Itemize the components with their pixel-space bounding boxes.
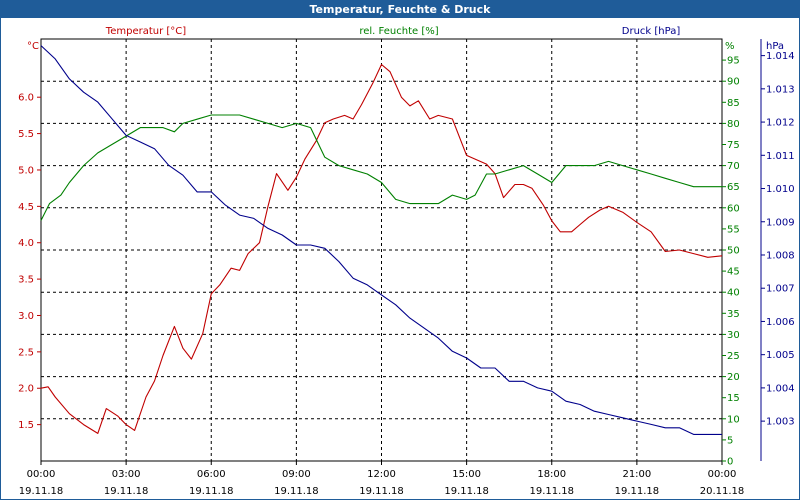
- window-title: Temperatur, Feuchte & Druck: [1, 1, 799, 18]
- humidity-tick-label: 65: [727, 182, 740, 193]
- x-tick-label-time: 18:00: [537, 469, 566, 480]
- x-tick-label-date: 19.11.18: [444, 486, 489, 497]
- humidity-tick-label: 75: [727, 140, 740, 151]
- temperature-unit-label: °C: [27, 41, 39, 52]
- pressure-tick-label: 1.007: [766, 284, 795, 295]
- x-tick-label-date: 19.11.18: [615, 486, 660, 497]
- temperature-line: [40, 63, 723, 434]
- x-tick-label-time: 12:00: [367, 469, 396, 480]
- temperature-tick-label: 1.5: [18, 420, 34, 431]
- temperature-tick-label: 4.5: [18, 202, 34, 213]
- x-tick-label-time: 09:00: [282, 469, 311, 480]
- pressure-tick-label: 1.014: [766, 51, 795, 62]
- pressure-tick-label: 1.009: [766, 217, 795, 228]
- humidity-tick-label: 60: [727, 203, 740, 214]
- pressure-tick-label: 1.003: [766, 417, 795, 428]
- x-tick-label-time: 00:00: [708, 469, 737, 480]
- legend-pressure: Druck [hPa]: [622, 26, 681, 37]
- temperature-tick-label: 4.0: [18, 238, 34, 249]
- pressure-tick-label: 1.005: [766, 350, 795, 361]
- humidity-tick-label: 35: [727, 309, 740, 320]
- pressure-tick-label: 1.013: [766, 84, 795, 95]
- temperature-tick-label: 3.5: [18, 275, 34, 286]
- humidity-tick-label: 15: [727, 393, 740, 404]
- humidity-tick-label: 85: [727, 98, 740, 109]
- humidity-tick-label: 25: [727, 351, 740, 362]
- x-tick-label-time: 03:00: [112, 469, 141, 480]
- temperature-tick-label: 2.0: [18, 384, 34, 395]
- pressure-line: [40, 45, 722, 435]
- x-tick-label-date: 19.11.18: [359, 486, 404, 497]
- x-tick-label-time: 21:00: [622, 469, 651, 480]
- temperature-tick-label: 5.0: [18, 165, 34, 176]
- x-tick-label-date: 19.11.18: [274, 486, 319, 497]
- humidity-tick-label: 45: [727, 267, 740, 278]
- x-tick-label-date: 20.11.18: [700, 486, 745, 497]
- humidity-tick-label: 0: [727, 457, 733, 468]
- temperature-tick-label: 3.0: [18, 311, 34, 322]
- humidity-tick-label: 95: [727, 56, 740, 67]
- temperature-tick-label: 5.5: [18, 129, 34, 140]
- pressure-tick-label: 1.006: [766, 317, 795, 328]
- legend-temperature: Temperatur [°C]: [105, 26, 186, 37]
- pressure-tick-label: 1.012: [766, 118, 795, 129]
- pressure-tick-label: 1.011: [766, 151, 795, 162]
- legend-humidity: rel. Feuchte [%]: [359, 26, 438, 37]
- humidity-tick-label: 80: [727, 119, 740, 130]
- temperature-tick-label: 2.5: [18, 347, 34, 358]
- pressure-unit-label: hPa: [766, 41, 784, 52]
- pressure-tick-label: 1.010: [766, 184, 795, 195]
- x-tick-label-date: 19.11.18: [529, 486, 574, 497]
- x-tick-label-date: 19.11.18: [19, 486, 64, 497]
- pressure-tick-label: 1.004: [766, 383, 795, 394]
- humidity-tick-label: 30: [727, 330, 740, 341]
- humidity-tick-label: 70: [727, 161, 740, 172]
- temperature-tick-label: 6.0: [18, 93, 34, 104]
- x-tick-label-time: 15:00: [452, 469, 481, 480]
- humidity-line: [40, 114, 722, 221]
- humidity-tick-label: 50: [727, 246, 740, 257]
- x-tick-label-time: 00:00: [27, 469, 56, 480]
- x-tick-label-date: 19.11.18: [104, 486, 149, 497]
- x-tick-label-date: 19.11.18: [189, 486, 234, 497]
- humidity-tick-label: 55: [727, 224, 740, 235]
- humidity-tick-label: 10: [727, 414, 740, 425]
- humidity-tick-label: 20: [727, 372, 740, 383]
- humidity-tick-label: 5: [727, 435, 733, 446]
- x-tick-label-time: 06:00: [197, 469, 226, 480]
- pressure-tick-label: 1.008: [766, 250, 795, 261]
- humidity-tick-label: 40: [727, 288, 740, 299]
- humidity-tick-label: 90: [727, 77, 740, 88]
- humidity-unit-label: %: [725, 41, 735, 52]
